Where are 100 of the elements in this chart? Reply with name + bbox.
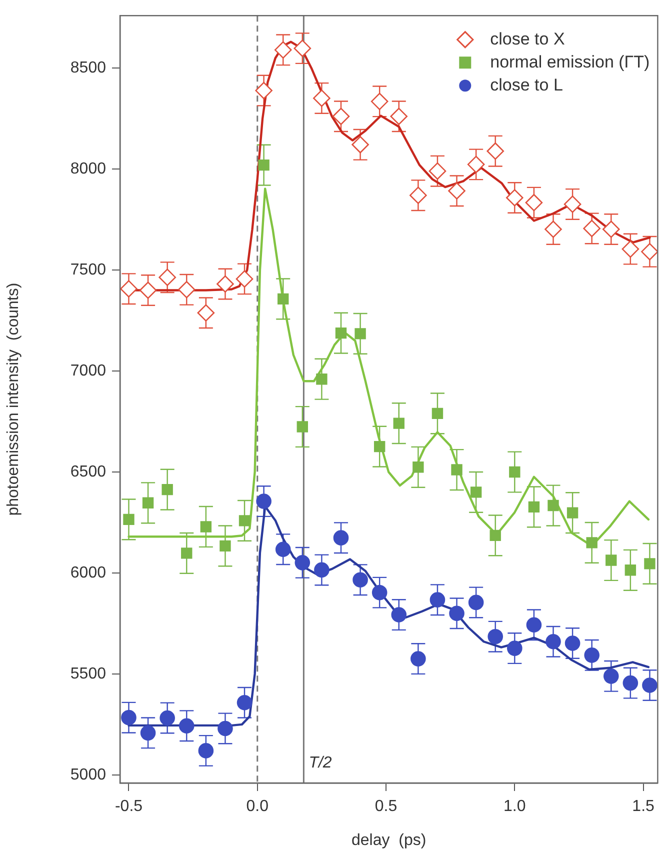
point xyxy=(602,220,620,238)
point xyxy=(566,507,578,518)
point xyxy=(509,466,520,478)
legend-label: close to L xyxy=(490,75,563,94)
point xyxy=(178,280,196,298)
point xyxy=(197,304,215,322)
point xyxy=(372,584,388,600)
point xyxy=(352,136,369,154)
ref-line-label: T/2 xyxy=(308,754,332,772)
point xyxy=(428,162,446,180)
y-tick-label: 5500 xyxy=(70,665,106,682)
point xyxy=(255,82,272,100)
point xyxy=(622,240,640,258)
point xyxy=(236,694,252,710)
y-tick-label: 8500 xyxy=(70,60,106,77)
x-tick-label: 0.0 xyxy=(246,798,269,816)
point xyxy=(583,220,600,238)
x-axis-title: delay (ps) xyxy=(352,832,426,849)
point xyxy=(278,293,289,305)
point xyxy=(314,562,330,578)
point xyxy=(584,648,600,663)
point xyxy=(467,156,485,174)
y-tick-label: 6000 xyxy=(70,564,106,582)
point xyxy=(528,501,540,513)
point xyxy=(335,327,347,339)
point xyxy=(332,108,350,126)
point xyxy=(162,484,173,496)
point xyxy=(256,494,272,509)
point xyxy=(296,421,308,432)
point xyxy=(468,594,484,610)
point xyxy=(451,464,462,476)
point xyxy=(506,189,524,206)
point xyxy=(488,628,504,644)
point xyxy=(448,182,466,200)
point xyxy=(622,675,638,691)
point xyxy=(354,328,366,340)
point xyxy=(507,640,522,656)
legend-label: normal emission (ΓT) xyxy=(490,52,650,72)
x-tick-label: 1.5 xyxy=(632,798,655,816)
point xyxy=(412,462,424,473)
y-tick-label: 7000 xyxy=(70,362,106,380)
point xyxy=(546,634,561,650)
point xyxy=(178,718,194,734)
point xyxy=(644,558,656,570)
point xyxy=(526,617,542,633)
point xyxy=(391,607,407,622)
point xyxy=(139,282,157,299)
point xyxy=(200,521,212,532)
point xyxy=(374,440,386,452)
x-tick-label: 0.5 xyxy=(374,798,398,816)
point xyxy=(142,497,154,508)
point xyxy=(294,555,310,570)
point xyxy=(352,572,368,588)
point xyxy=(470,486,482,498)
point xyxy=(140,725,156,741)
legend-label: close to X xyxy=(490,29,565,48)
point xyxy=(275,542,291,557)
point xyxy=(642,678,658,693)
point xyxy=(218,720,233,736)
y-tick-label: 7500 xyxy=(70,261,106,278)
point xyxy=(238,515,250,526)
point xyxy=(181,548,192,559)
x-tick-label: -0.5 xyxy=(114,798,143,816)
point xyxy=(430,592,446,608)
point xyxy=(432,408,444,420)
x-tick-label: 1.0 xyxy=(504,798,526,816)
point xyxy=(564,636,580,651)
point xyxy=(564,196,582,213)
point xyxy=(274,41,292,59)
point xyxy=(198,743,214,758)
point xyxy=(258,159,270,171)
y-tick-label: 8000 xyxy=(70,160,106,178)
point xyxy=(641,243,658,260)
point xyxy=(216,275,234,293)
point xyxy=(313,90,330,107)
point xyxy=(490,530,501,542)
point xyxy=(544,220,562,238)
point xyxy=(370,92,388,110)
y-tick-label: 5000 xyxy=(70,766,106,784)
point xyxy=(410,651,426,666)
point xyxy=(410,186,427,204)
point xyxy=(160,710,175,726)
point xyxy=(606,554,617,566)
point xyxy=(525,194,543,212)
point xyxy=(586,537,598,548)
point xyxy=(220,540,231,552)
point xyxy=(158,268,176,286)
point xyxy=(548,500,559,512)
y-tick-label: 6500 xyxy=(70,463,106,480)
point xyxy=(390,108,408,126)
point xyxy=(316,374,328,385)
y-axis-title: photoemission intensity (counts) xyxy=(5,282,22,516)
point xyxy=(333,530,349,546)
point xyxy=(393,418,404,429)
point xyxy=(449,606,464,622)
point xyxy=(624,564,636,576)
point xyxy=(603,668,619,684)
point xyxy=(486,142,504,160)
point xyxy=(236,270,254,288)
point xyxy=(294,40,312,57)
